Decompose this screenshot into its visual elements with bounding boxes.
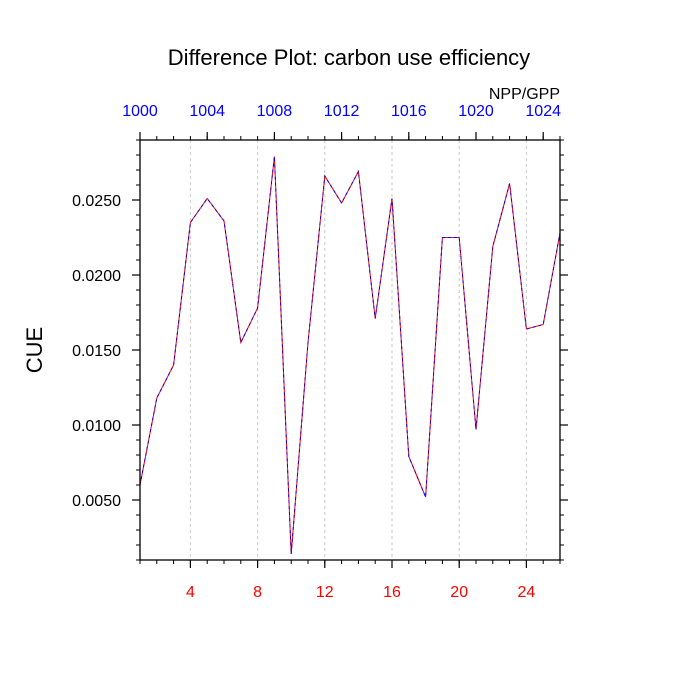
x-tick-label-top: 1020	[458, 103, 494, 120]
chart-title: Difference Plot: carbon use efficiency	[168, 45, 530, 70]
x-tick-label-bottom: 8	[253, 584, 262, 601]
y-tick-label: 0.0250	[72, 193, 121, 210]
minor-ticks	[136, 136, 564, 564]
y-tick-label: 0.0100	[72, 418, 121, 435]
y-tick-label: 0.0150	[72, 343, 121, 360]
series	[139, 156, 561, 555]
series-line-dashed	[139, 156, 561, 555]
x-tick-label-top: 1016	[391, 103, 427, 120]
x-tick-label-bottom: 4	[186, 584, 195, 601]
x-tick-label-top: 1000	[122, 103, 158, 120]
x-tick-label-top: 1008	[257, 103, 293, 120]
series-line-solid	[139, 156, 561, 555]
y-tick-label: 0.0050	[72, 493, 121, 510]
x-tick-label-bottom: 24	[518, 584, 536, 601]
y-axis-label: CUE	[22, 327, 47, 373]
grid	[189, 140, 527, 560]
x-tick-label-bottom: 12	[316, 584, 334, 601]
y-tick-label: 0.0200	[72, 268, 121, 285]
chart-subtitle: NPP/GPP	[489, 86, 560, 103]
plot-frame	[139, 139, 561, 561]
x-tick-label-top: 1004	[189, 103, 225, 120]
x-tick-label-top: 1024	[525, 103, 561, 120]
major-ticks	[132, 132, 568, 568]
x-tick-label-bottom: 20	[450, 584, 468, 601]
x-tick-label-bottom: 16	[383, 584, 401, 601]
tick-labels: 4 8 12 16 20 24 1000 1004 1008 1012 1016 1020 1024 0.…	[72, 103, 561, 601]
x-tick-label-top: 1012	[324, 103, 360, 120]
